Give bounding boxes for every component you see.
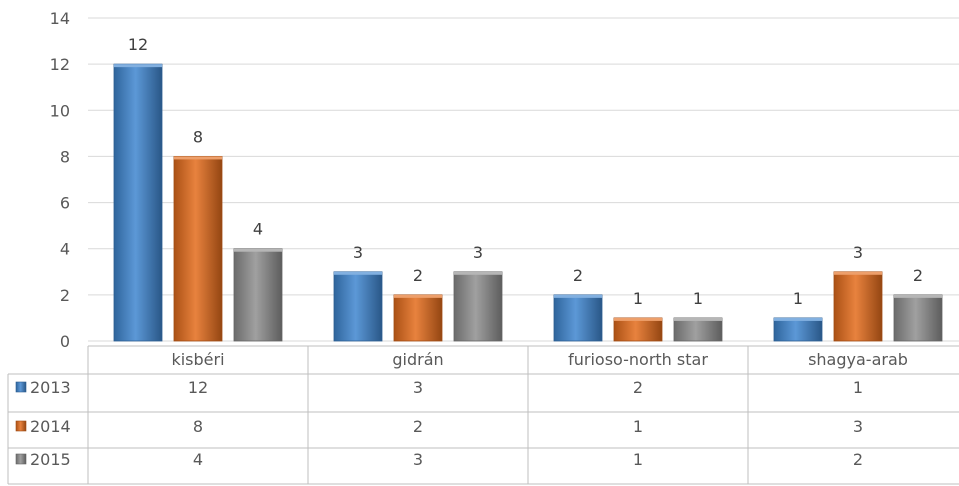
- data-label: 8: [193, 127, 203, 146]
- y-tick-label: 4: [60, 240, 70, 259]
- table-cell: 1: [853, 378, 863, 397]
- legend-swatch: [15, 381, 27, 393]
- data-label: 1: [693, 289, 703, 308]
- table-cell: 2: [413, 417, 423, 436]
- table-cell: 3: [853, 417, 863, 436]
- table-cell: 12: [188, 378, 208, 397]
- bar-2013-3: [773, 317, 823, 342]
- data-label: 12: [128, 35, 148, 54]
- gridlines: [88, 17, 959, 342]
- data-label: 2: [913, 266, 923, 285]
- bar-2014-3: [833, 271, 883, 342]
- bar-top-highlight: [114, 64, 162, 68]
- y-tick-label: 0: [60, 332, 70, 351]
- table-cell: 3: [413, 450, 423, 469]
- y-tick-label: 10: [50, 101, 70, 120]
- bar-2014-2: [613, 317, 663, 342]
- data-table: kisbéri gidrán furioso-north star shagya-ar…: [7, 345, 959, 485]
- legend-swatch: [15, 420, 27, 432]
- y-tick-label: 6: [60, 194, 70, 213]
- bar-top-highlight: [834, 271, 882, 275]
- legend-label: 2014: [30, 417, 71, 436]
- bar-2013-0: [113, 63, 163, 342]
- data-label: 4: [253, 220, 263, 239]
- bar-top-highlight: [454, 271, 502, 275]
- legend-label: 2013: [30, 378, 71, 397]
- bars: [113, 63, 943, 342]
- data-label: 3: [353, 243, 363, 262]
- legend-label: 2015: [30, 450, 71, 469]
- data-labels: 12 8 4 3 2 3 2 1 1 1 3 2: [128, 35, 923, 308]
- bar-top-highlight: [334, 271, 382, 275]
- table-cell: 8: [193, 417, 203, 436]
- y-tick-label: 12: [50, 55, 70, 74]
- legend-swatch: [15, 453, 27, 465]
- bar-top-highlight: [774, 317, 822, 321]
- bar-top-highlight: [234, 248, 282, 252]
- data-label: 1: [793, 289, 803, 308]
- data-label: 1: [633, 289, 643, 308]
- y-tick-label: 14: [50, 9, 70, 28]
- category-label: furioso-north star: [568, 350, 708, 369]
- bar-top-highlight: [894, 294, 942, 298]
- category-label: shagya-arab: [808, 350, 908, 369]
- table-cell: 2: [633, 378, 643, 397]
- table-cell: 2: [853, 450, 863, 469]
- bar-2015-2: [673, 317, 723, 342]
- bar-2014-0: [173, 156, 223, 342]
- bar-top-highlight: [554, 294, 602, 298]
- bar-2014-1: [393, 294, 443, 342]
- category-label: gidrán: [392, 350, 443, 369]
- bar-top-highlight: [674, 317, 722, 321]
- bar-top-highlight: [614, 317, 662, 321]
- bar-top-highlight: [394, 294, 442, 298]
- bar-2013-2: [553, 294, 603, 342]
- y-tick-label: 8: [60, 147, 70, 166]
- table-cell: 1: [633, 450, 643, 469]
- y-tick-label: 2: [60, 286, 70, 305]
- table-cell: 4: [193, 450, 203, 469]
- y-axis: 0 2 4 6 8 10 12 14: [50, 9, 70, 351]
- bar-top-highlight: [174, 156, 222, 160]
- data-label: 3: [853, 243, 863, 262]
- bar-2015-1: [453, 271, 503, 342]
- data-label: 3: [473, 243, 483, 262]
- table-cell: 3: [413, 378, 423, 397]
- bar-2015-0: [233, 248, 283, 342]
- table-cell: 1: [633, 417, 643, 436]
- bar-2015-3: [893, 294, 943, 342]
- data-label: 2: [413, 266, 423, 285]
- category-label: kisbéri: [171, 350, 224, 369]
- bar-2013-1: [333, 271, 383, 342]
- data-label: 2: [573, 266, 583, 285]
